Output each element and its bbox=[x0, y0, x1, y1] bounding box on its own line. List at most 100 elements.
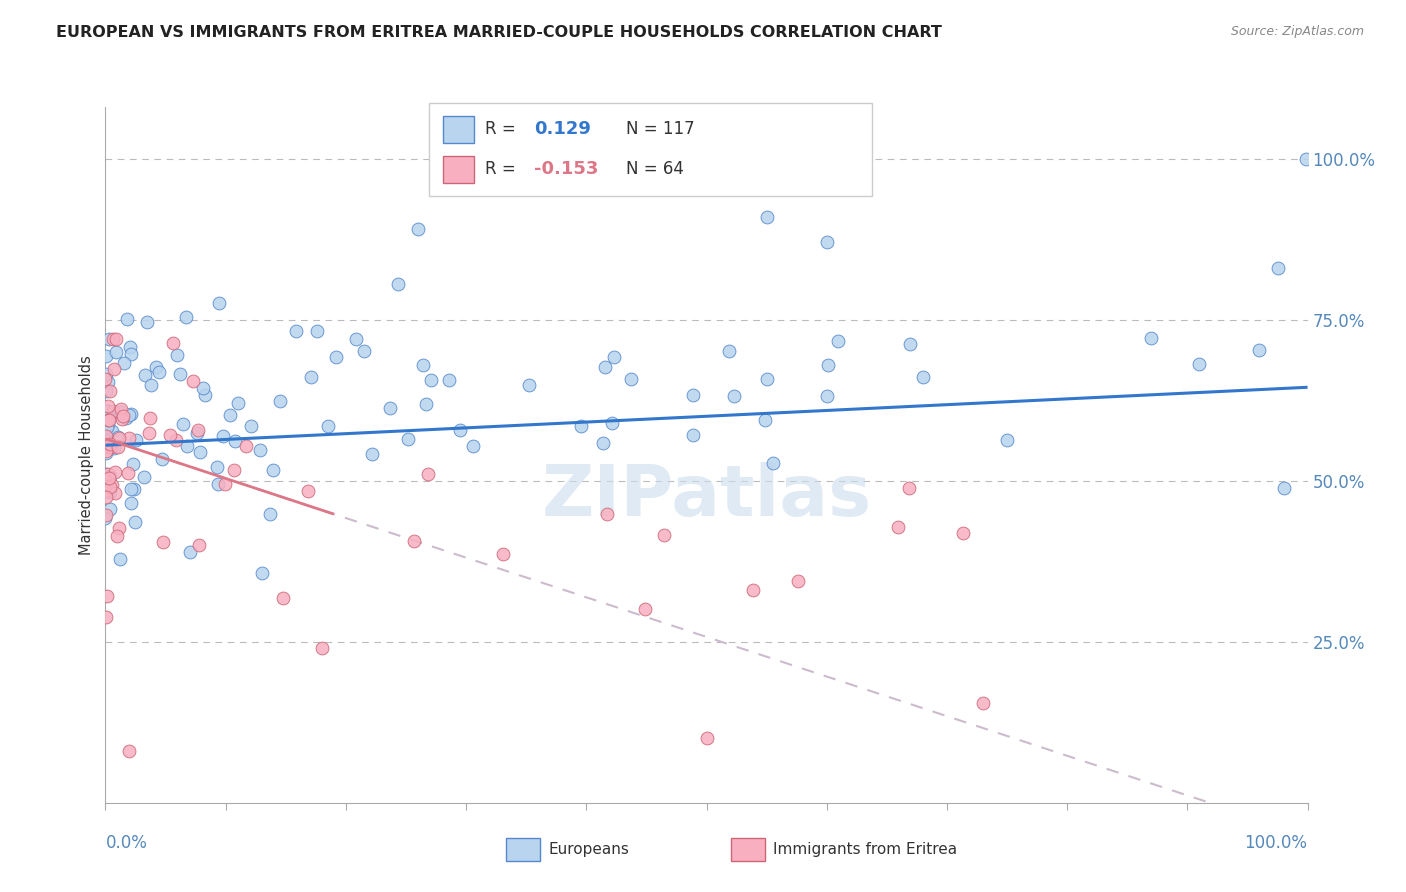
Point bbox=[207, 477, 229, 491]
Point bbox=[1267, 261, 1289, 276]
Point bbox=[219, 409, 242, 423]
Point bbox=[122, 482, 145, 496]
Point bbox=[118, 408, 141, 422]
Point bbox=[787, 574, 810, 589]
Point bbox=[94, 367, 117, 381]
Point bbox=[297, 484, 319, 499]
Point bbox=[97, 417, 120, 431]
Point bbox=[174, 310, 197, 324]
Point bbox=[262, 463, 284, 477]
Point bbox=[124, 516, 146, 530]
Point bbox=[285, 324, 308, 338]
Point bbox=[97, 467, 120, 481]
Point bbox=[817, 358, 839, 372]
Point bbox=[111, 409, 134, 423]
Point bbox=[463, 439, 485, 453]
Point bbox=[226, 396, 249, 410]
Point bbox=[569, 418, 592, 433]
Point bbox=[101, 332, 124, 346]
Text: N = 117: N = 117 bbox=[626, 120, 695, 138]
Point bbox=[97, 400, 120, 414]
Point bbox=[187, 538, 209, 552]
Point bbox=[742, 582, 765, 597]
Point bbox=[97, 440, 120, 454]
Point bbox=[259, 508, 281, 522]
Point bbox=[634, 602, 657, 616]
Point bbox=[224, 463, 246, 477]
Point bbox=[311, 641, 333, 656]
Point bbox=[449, 423, 471, 437]
Point bbox=[98, 332, 121, 346]
Point bbox=[94, 490, 117, 504]
Point bbox=[682, 428, 704, 442]
Point bbox=[94, 444, 117, 458]
Point bbox=[402, 534, 425, 549]
Point bbox=[120, 340, 142, 354]
Point bbox=[94, 434, 117, 448]
Point bbox=[145, 359, 167, 374]
Point bbox=[105, 332, 128, 346]
Point bbox=[105, 344, 128, 359]
Text: N = 64: N = 64 bbox=[626, 161, 683, 178]
Point bbox=[117, 466, 139, 480]
Point bbox=[104, 465, 127, 479]
Text: 0.129: 0.129 bbox=[534, 120, 591, 138]
Point bbox=[120, 407, 142, 421]
Point bbox=[211, 429, 233, 443]
Point bbox=[305, 324, 328, 338]
Point bbox=[187, 423, 209, 437]
Point bbox=[1188, 357, 1211, 371]
Point bbox=[108, 432, 131, 446]
Point bbox=[120, 482, 142, 496]
Point bbox=[94, 508, 117, 522]
Point bbox=[101, 478, 124, 492]
Point bbox=[108, 551, 131, 566]
Point bbox=[316, 418, 339, 433]
Point bbox=[97, 471, 120, 485]
Point bbox=[98, 410, 121, 425]
Point bbox=[179, 545, 201, 559]
Point bbox=[224, 434, 246, 449]
Point bbox=[98, 484, 121, 499]
Point bbox=[110, 405, 132, 419]
Point bbox=[592, 436, 614, 450]
Point bbox=[194, 388, 217, 402]
Point bbox=[240, 419, 263, 434]
Point bbox=[94, 467, 117, 482]
Point bbox=[193, 381, 215, 395]
Text: R =: R = bbox=[485, 161, 522, 178]
Point bbox=[98, 502, 121, 516]
Point bbox=[120, 346, 142, 360]
Text: Immigrants from Eritrea: Immigrants from Eritrea bbox=[773, 842, 957, 857]
Point bbox=[98, 437, 121, 451]
Point bbox=[97, 413, 120, 427]
Point bbox=[754, 413, 776, 427]
Point bbox=[1140, 331, 1163, 345]
Point bbox=[682, 388, 704, 402]
Text: -0.153: -0.153 bbox=[534, 161, 599, 178]
Point bbox=[94, 437, 117, 451]
Point bbox=[250, 566, 273, 581]
Point bbox=[139, 411, 162, 425]
Point bbox=[898, 481, 921, 495]
Point bbox=[181, 374, 204, 388]
Point bbox=[1249, 343, 1271, 358]
Point bbox=[437, 373, 460, 387]
Point bbox=[344, 332, 367, 346]
Point bbox=[96, 437, 118, 451]
Point bbox=[94, 427, 117, 442]
Point bbox=[103, 441, 125, 455]
Point bbox=[269, 394, 291, 409]
Point bbox=[761, 456, 783, 470]
Point bbox=[755, 210, 778, 224]
Point bbox=[96, 589, 118, 603]
Point bbox=[412, 358, 434, 372]
Point bbox=[517, 378, 540, 392]
Point bbox=[995, 434, 1018, 448]
Point bbox=[654, 528, 676, 542]
Point bbox=[205, 460, 228, 475]
Point bbox=[214, 477, 236, 491]
Point bbox=[353, 343, 375, 358]
Point bbox=[97, 413, 120, 427]
Y-axis label: Married-couple Households: Married-couple Households bbox=[79, 355, 94, 555]
